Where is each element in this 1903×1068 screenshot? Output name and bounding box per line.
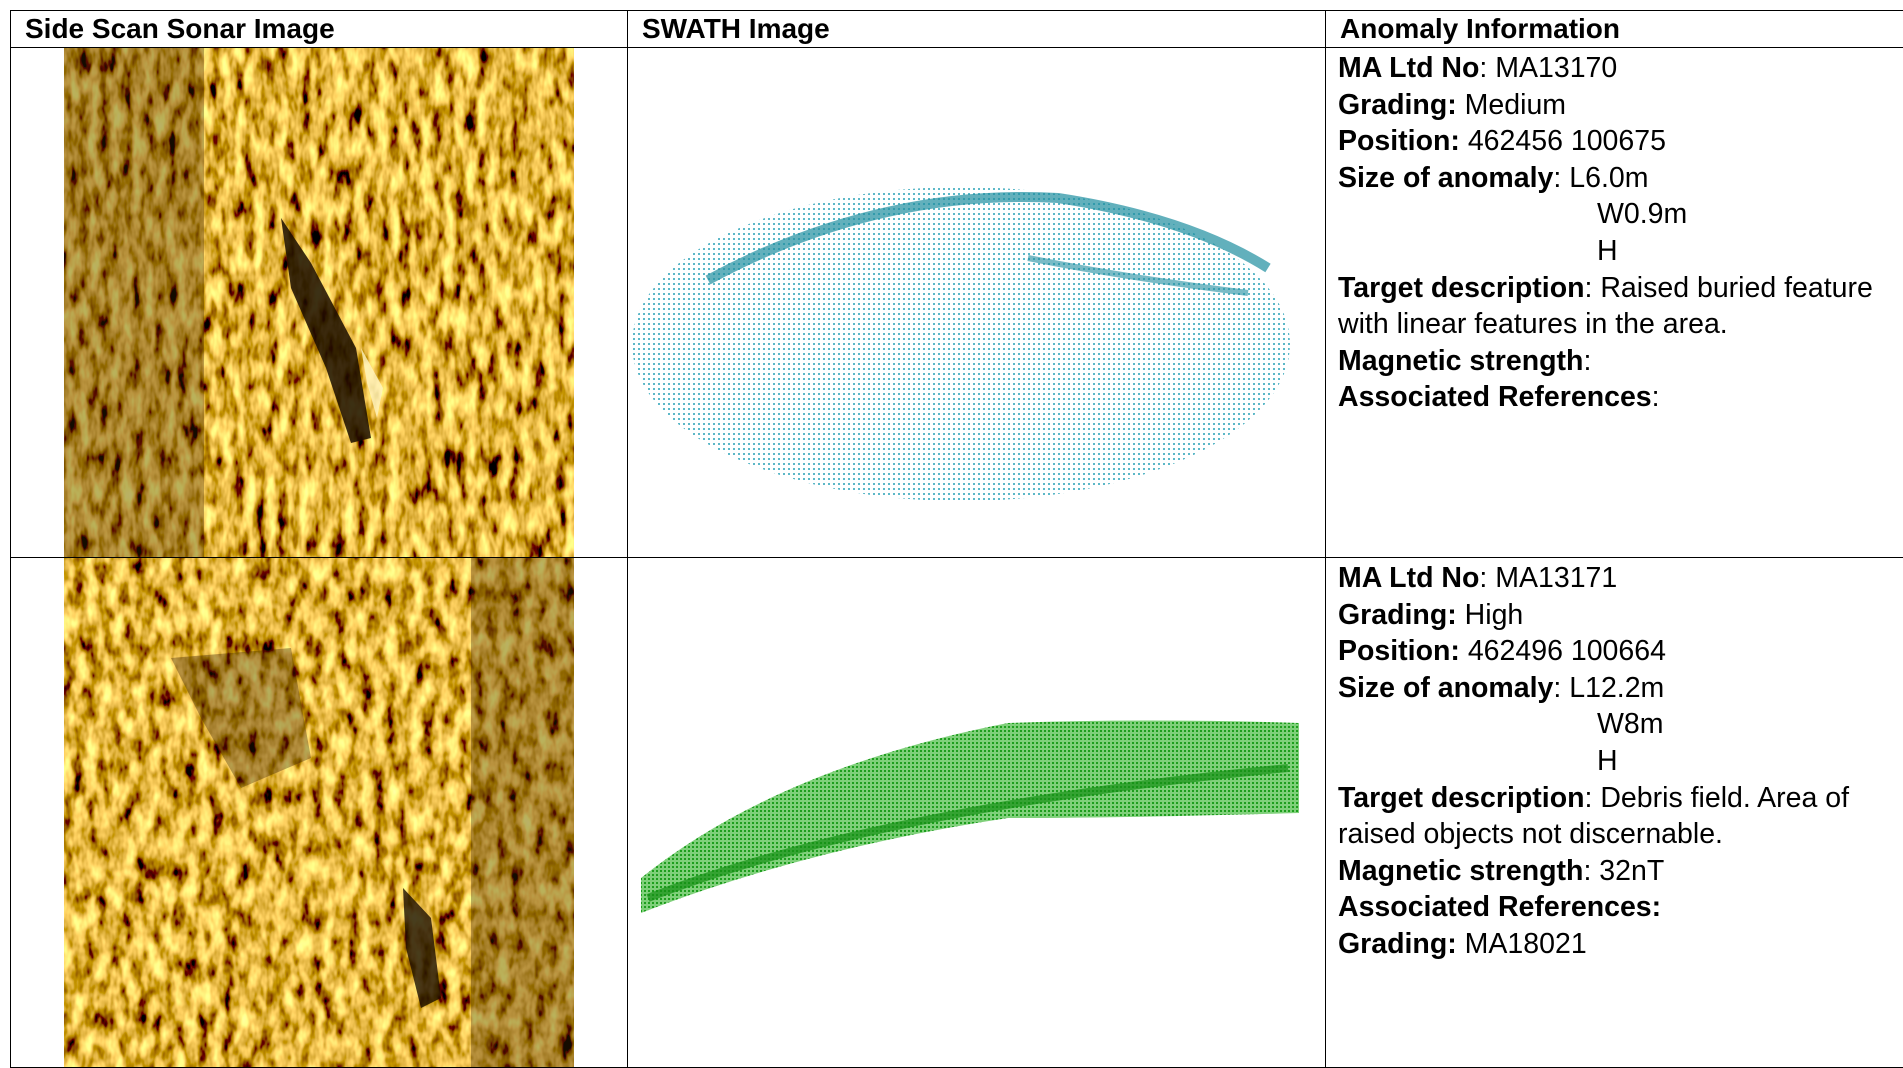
header-cell: Side Scan Sonar Image	[11, 11, 628, 48]
info-value: 462496 100664	[1460, 635, 1666, 667]
info-value: H	[1338, 233, 1899, 270]
info-label: Grading:	[1338, 599, 1457, 631]
info-label: Grading:	[1338, 89, 1457, 121]
info-label: Position:	[1338, 125, 1460, 157]
info-value: 462456 100675	[1460, 125, 1666, 157]
info-value: : L6.0m	[1553, 162, 1648, 194]
sonar-image	[11, 48, 628, 557]
info-value: : MA13171	[1479, 562, 1617, 594]
header-row: Side Scan Sonar Image SWATH Image Anomal…	[11, 11, 1903, 48]
info-value: :	[1583, 345, 1591, 377]
info-label: Magnetic strength	[1338, 345, 1583, 377]
info-line: MA Ltd No: MA13170	[1338, 50, 1899, 87]
info-value: W8m	[1338, 706, 1899, 743]
info-label: Associated References:	[1338, 891, 1661, 923]
anomaly-table: Side Scan Sonar Image SWATH Image Anomal…	[10, 10, 1903, 1068]
info-value: MA18021	[1457, 928, 1587, 960]
info-value: : L12.2m	[1553, 672, 1664, 704]
info-value: H	[1338, 743, 1899, 780]
info-label: Size of anomaly	[1338, 672, 1553, 704]
info-label: Associated References	[1338, 381, 1652, 413]
info-line: Size of anomaly: L6.0m	[1338, 160, 1899, 197]
info-line: Target description: Debris field. Area o…	[1338, 780, 1899, 853]
header-cell: Anomaly Information	[1326, 11, 1903, 48]
swath-cell	[628, 558, 1326, 1068]
info-line: Size of anomaly: L12.2m	[1338, 670, 1899, 707]
info-line: Associated References:	[1338, 889, 1899, 926]
info-line: Magnetic strength:	[1338, 343, 1899, 380]
info-label: Target description	[1338, 782, 1585, 814]
info-label: Size of anomaly	[1338, 162, 1553, 194]
info-label: Grading:	[1338, 928, 1457, 960]
info-value: :	[1652, 381, 1660, 413]
info-label: MA Ltd No	[1338, 52, 1479, 84]
sonar-image	[11, 558, 628, 1067]
info-value: : MA13170	[1479, 52, 1617, 84]
info-label: MA Ltd No	[1338, 562, 1479, 594]
info-value: W0.9m	[1338, 196, 1899, 233]
info-label: Position:	[1338, 635, 1460, 667]
info-label: Target description	[1338, 272, 1585, 304]
info-value: : 32nT	[1583, 855, 1664, 887]
swath-image	[628, 48, 1326, 557]
info-line: MA Ltd No: MA13171	[1338, 560, 1899, 597]
sonar-cell	[11, 558, 628, 1068]
swath-cell	[628, 48, 1326, 558]
sonar-cell	[11, 48, 628, 558]
info-line: Grading: Medium	[1338, 87, 1899, 124]
header-cell: SWATH Image	[628, 11, 1326, 48]
info-line: Position: 462456 100675	[1338, 123, 1899, 160]
info-label: Magnetic strength	[1338, 855, 1583, 887]
info-line: Magnetic strength: 32nT	[1338, 853, 1899, 890]
info-line: Grading: MA18021	[1338, 926, 1899, 963]
info-value: Medium	[1457, 89, 1566, 121]
info-line: Grading: High	[1338, 597, 1899, 634]
info-line: Position: 462496 100664	[1338, 633, 1899, 670]
info-line: Target description: Raised buried featur…	[1338, 270, 1899, 343]
swath-image	[628, 558, 1326, 1067]
info-line: Associated References:	[1338, 379, 1899, 416]
info-value: High	[1457, 599, 1524, 631]
